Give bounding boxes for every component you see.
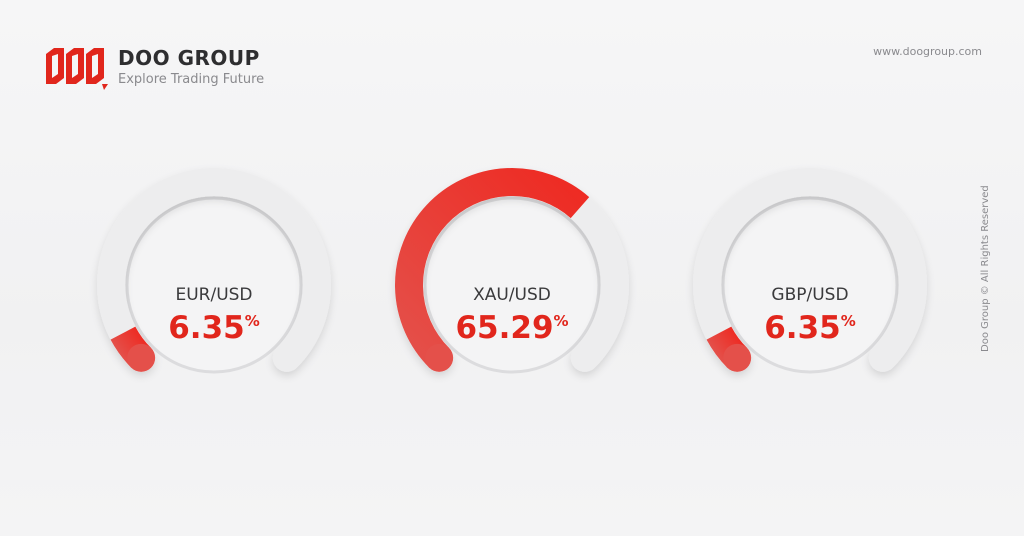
gauge-value: 6.35%	[168, 310, 260, 346]
gauge-value: 6.35%	[764, 310, 856, 346]
gauge-inner-ring	[721, 196, 899, 374]
gauge-eur-usd: EUR/USD 6.35%	[84, 155, 344, 415]
logo[interactable]: DOO GROUP Explore Trading Future	[44, 44, 264, 90]
gauge-fill	[395, 168, 590, 368]
gauge-fill-cap	[425, 343, 454, 372]
gauge-arc	[97, 168, 331, 374]
gauge-fill-cap	[723, 343, 752, 372]
gauge-inner-ring	[423, 196, 601, 374]
gauge-track	[693, 168, 927, 372]
gauge-gbp-usd: GBP/USD 6.35%	[680, 155, 940, 415]
doo-logo-mark-icon	[46, 48, 108, 90]
gauge-fill-cap	[127, 343, 156, 372]
brand-name: DOO GROUP	[118, 46, 260, 70]
gauge-track	[97, 168, 331, 372]
gauge-arc	[395, 168, 629, 374]
gauge-xau-usd: XAU/USD 65.29%	[382, 155, 642, 415]
gauge-label: XAU/USD	[473, 285, 551, 305]
website-link[interactable]: www.doogroup.com	[873, 45, 982, 58]
gauge-value: 65.29%	[455, 310, 569, 346]
gauge-arc	[693, 168, 927, 374]
gauge-label: GBP/USD	[771, 285, 849, 305]
tagline: Explore Trading Future	[118, 72, 265, 87]
copyright-text: Doo Group © All Rights Reserved	[980, 185, 991, 352]
gauge-label: EUR/USD	[175, 285, 253, 305]
gauge-inner-ring	[125, 196, 303, 374]
